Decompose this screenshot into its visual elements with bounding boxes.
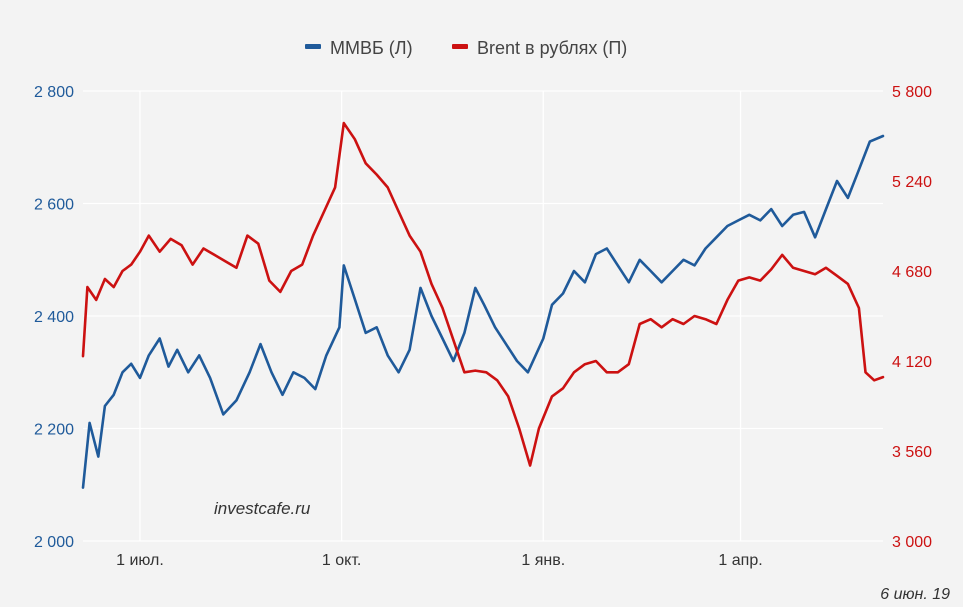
right-tick-label: 3 560	[892, 444, 932, 461]
right-tick-label: 4 680	[892, 264, 932, 281]
series-line-brent	[81, 121, 885, 467]
right-tick-label: 4 120	[892, 354, 932, 371]
legend-swatch-brent	[452, 44, 468, 49]
right-tick-label: 5 240	[892, 174, 932, 191]
series-line-mmvb	[81, 134, 885, 489]
x-tick-label: 1 июл.	[116, 552, 164, 569]
left-tick-label: 2 600	[34, 197, 74, 214]
right-tick-label: 3 000	[892, 534, 932, 551]
legend-label-mmvb: ММВБ (Л)	[330, 38, 413, 58]
date-stamp: 6 июн. 19	[880, 586, 950, 603]
right-tick-label: 5 800	[892, 84, 932, 101]
x-tick-label: 1 окт.	[322, 552, 361, 569]
left-tick-label: 2 200	[34, 422, 74, 439]
x-tick-label: 1 апр.	[718, 552, 762, 569]
left-tick-label: 2 400	[34, 309, 74, 326]
left-tick-label: 2 800	[34, 84, 74, 101]
x-tick-label: 1 янв.	[521, 552, 565, 569]
left-axis-ticks: 2 000 2 200 2 400 2 600 2 800	[34, 84, 74, 551]
legend: ММВБ (Л) Brent в рублях (П)	[305, 38, 627, 58]
right-axis-ticks: 3 000 3 560 4 120 4 680 5 240 5 800	[892, 84, 932, 551]
watermark: investcafe.ru	[214, 499, 311, 518]
grid-lines	[83, 90, 883, 542]
legend-swatch-mmvb	[305, 44, 321, 49]
left-tick-label: 2 000	[34, 534, 74, 551]
x-axis-ticks: 1 июл. 1 окт. 1 янв. 1 апр.	[116, 552, 763, 569]
series-layer	[81, 121, 885, 489]
legend-label-brent: Brent в рублях (П)	[477, 38, 627, 58]
